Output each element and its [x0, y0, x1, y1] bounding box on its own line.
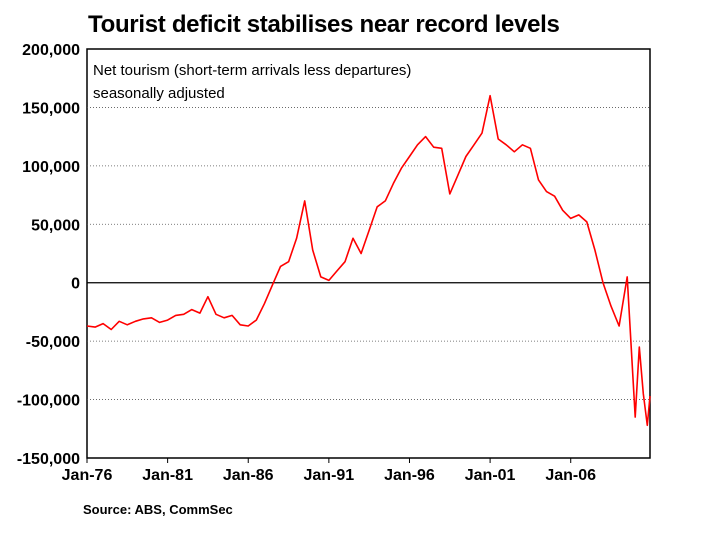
x-tick-label: Jan-01: [465, 467, 516, 484]
series-line: [86, 94, 651, 427]
gridlines: [87, 107, 650, 400]
y-tick-label: 150,000: [22, 100, 80, 117]
y-tick-label: 200,000: [22, 42, 80, 59]
x-tick-label: Jan-06: [545, 467, 596, 484]
x-tick-label: Jan-81: [142, 467, 193, 484]
source-note: Source: ABS, CommSec: [83, 502, 233, 517]
x-tick-label: Jan-96: [384, 467, 435, 484]
y-tick-label: 50,000: [31, 217, 80, 234]
plot-frame: [86, 48, 651, 459]
y-tick-label: -50,000: [26, 334, 80, 351]
x-tick-label: Jan-86: [223, 467, 274, 484]
x-tick-label: Jan-76: [62, 467, 113, 484]
legend-line-1: Net tourism (short-term arrivals less de…: [93, 62, 411, 79]
y-tick-label: -100,000: [17, 393, 80, 410]
x-tick-label: Jan-91: [304, 467, 355, 484]
y-axis: 200,000 150,000 100,000 50,000 0 -50,000 -100,…: [17, 42, 80, 468]
x-axis: Jan-76 Jan-81 Jan-86 Jan-91 Jan-96 Jan-01 Jan-…: [62, 458, 596, 484]
series-net-tourism: [86, 94, 651, 427]
y-tick-label: 0: [71, 276, 80, 293]
y-tick-label: -150,000: [17, 451, 80, 468]
legend-line-2: seasonally adjusted: [93, 85, 225, 102]
y-tick-label: 100,000: [22, 159, 80, 176]
chart-title: Tourist deficit stabilises near record l…: [88, 11, 560, 38]
